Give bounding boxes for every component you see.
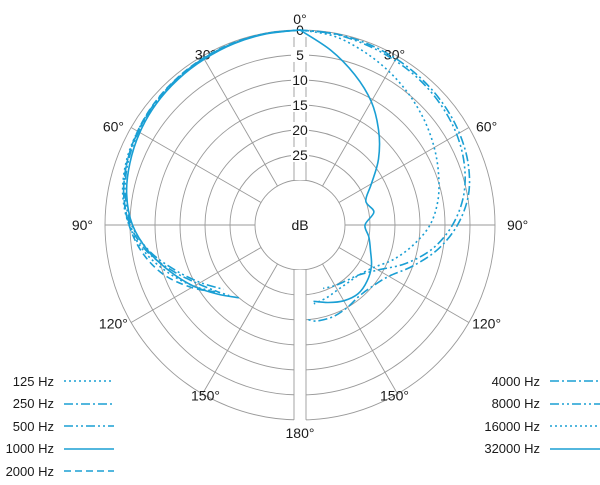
legend-item: 500 Hz [0, 415, 114, 438]
legend-label: 1000 Hz [5, 441, 54, 457]
legend-label: 32000 Hz [484, 441, 540, 457]
legend-item: 16000 Hz [462, 415, 600, 438]
legend-item: 8000 Hz [462, 393, 600, 416]
split-gap-bottom [294, 270, 306, 422]
grid-spoke [130, 247, 262, 323]
angle-label: 60° [476, 119, 497, 135]
legend-item: 125 Hz [0, 370, 114, 393]
legend-label: 8000 Hz [491, 396, 540, 412]
response-curves [121, 29, 471, 322]
legend-right: 4000 Hz 8000 Hz 16000 Hz 32000 Hz [462, 370, 600, 460]
legend-swatch [64, 402, 114, 405]
legend-swatch [64, 425, 114, 428]
legend-swatch [64, 470, 114, 473]
angle-label: 0° [293, 11, 306, 27]
ring-label-bg [291, 97, 309, 112]
legend-label: 4000 Hz [491, 373, 540, 389]
angle-labels: 0° 30° 30° 60° 60° 90° 90° 120° 120° 150° 150° 180° [72, 11, 528, 441]
angle-label: 90° [507, 217, 528, 233]
angle-label: 90° [72, 217, 93, 233]
legend-label: 125 Hz [12, 373, 54, 389]
ring-label-bg [291, 72, 309, 87]
angle-label: 120° [99, 316, 128, 332]
legend-item: 2000 Hz [0, 460, 114, 483]
angle-label: 120° [472, 316, 501, 332]
legend-label: 500 Hz [12, 418, 54, 434]
grid-spoke [202, 55, 278, 187]
ring-label-bg [291, 147, 309, 162]
ring-label: 10 [292, 72, 308, 88]
legend-swatch [550, 402, 600, 405]
legend-swatch [550, 380, 600, 383]
series-curve-16000-hz [299, 29, 440, 305]
angle-label: 30° [195, 46, 216, 62]
series-curve-125-hz [121, 29, 301, 297]
legend-left: 125 Hz 250 Hz 500 Hz 1000 Hz 2000 Hz [0, 370, 114, 483]
legend-item: 32000 Hz [462, 438, 600, 461]
angle-label: 150° [380, 388, 409, 404]
series-curve-8000-hz [299, 29, 466, 290]
series-curve-4000-hz [299, 29, 471, 322]
ring-label-bg [291, 47, 309, 62]
grid-spoke [202, 263, 278, 395]
ring-label-bg [291, 122, 309, 137]
ring-label: 20 [292, 122, 308, 138]
legend-item: 1000 Hz [0, 438, 114, 461]
legend-item: 4000 Hz [462, 370, 600, 393]
legend-label: 250 Hz [12, 396, 54, 412]
grid-spoke [322, 263, 398, 395]
ring-label: 15 [292, 97, 308, 113]
ring-label: 25 [292, 147, 308, 163]
legend-swatch [550, 447, 600, 450]
center-unit-label: dB [291, 217, 308, 233]
grid-spoke [338, 247, 470, 323]
angle-label: 60° [103, 119, 124, 135]
grid-spoke [338, 127, 470, 203]
grid-spoke [322, 55, 398, 187]
grid-spoke [130, 127, 262, 203]
angle-label: 180° [286, 425, 315, 441]
legend-swatch [550, 425, 600, 428]
angle-label: 150° [191, 388, 220, 404]
legend-swatch [64, 380, 114, 383]
angle-label: 30° [384, 46, 405, 62]
legend-item: 250 Hz [0, 393, 114, 416]
series-curve-1000-hz [125, 29, 301, 299]
ring-label: 5 [296, 47, 304, 63]
legend-label: 16000 Hz [484, 418, 540, 434]
legend-label: 2000 Hz [5, 463, 54, 479]
series-curve-32000-hz [299, 29, 381, 304]
legend-swatch [64, 447, 114, 450]
series-curve-2000-hz [122, 29, 301, 294]
